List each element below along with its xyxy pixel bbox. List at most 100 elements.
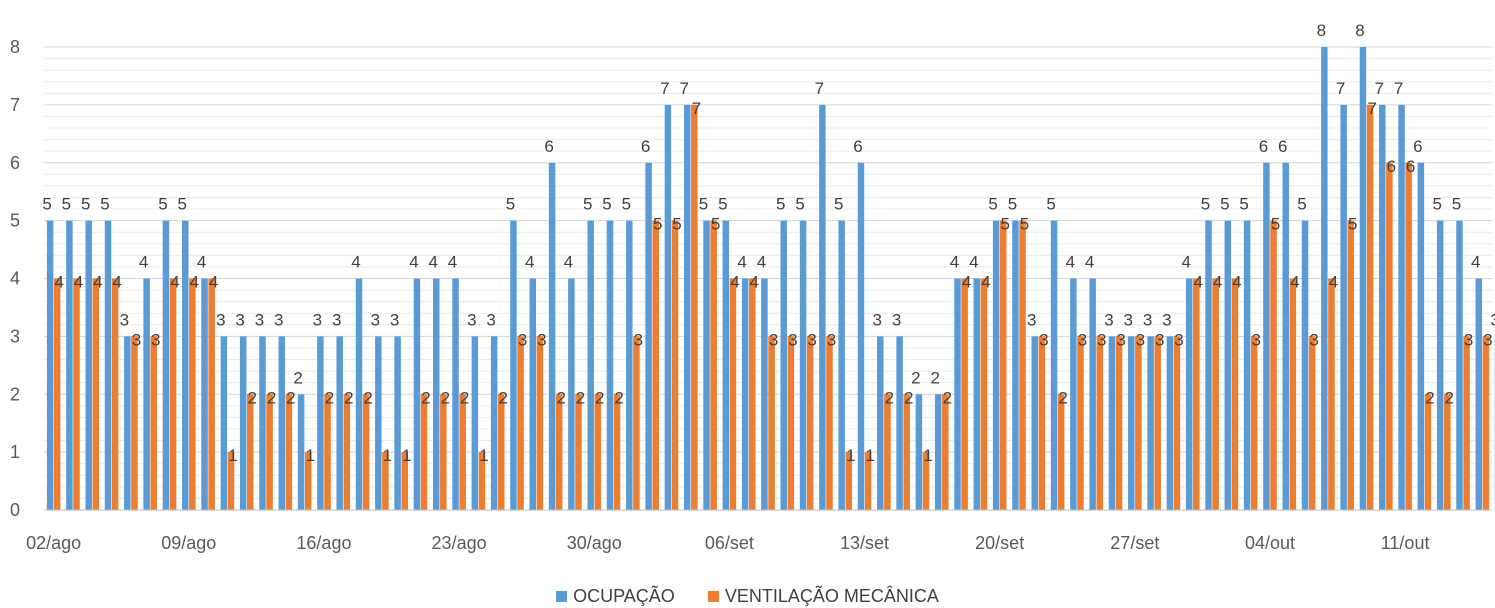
bar-ventilacao xyxy=(266,394,273,510)
bar-ocupacao xyxy=(394,336,401,510)
data-label-ocupacao: 3 xyxy=(120,310,129,329)
data-label-ocupacao: 6 xyxy=(853,137,862,156)
data-label-ventilacao: 4 xyxy=(1290,273,1299,292)
x-tick-label: 27/set xyxy=(1110,533,1159,553)
bar-ocupacao xyxy=(645,162,652,510)
bar-ventilacao xyxy=(1424,394,1432,510)
data-label-ventilacao: 4 xyxy=(1232,273,1241,292)
bar-ventilacao xyxy=(961,278,968,510)
bar-ocupacao xyxy=(1282,162,1289,510)
bar-ventilacao xyxy=(1444,394,1451,510)
bar-ocupacao xyxy=(46,220,54,510)
bar-ocupacao xyxy=(85,220,92,510)
bar-ventilacao xyxy=(999,220,1007,510)
data-label-ocupacao: 5 xyxy=(1297,195,1306,214)
data-label-ventilacao: 2 xyxy=(325,388,334,407)
bar-ventilacao xyxy=(1463,336,1470,510)
data-label-ocupacao: 7 xyxy=(1336,79,1345,98)
data-label-ocupacao: 7 xyxy=(815,79,824,98)
data-label-ventilacao: 4 xyxy=(730,273,739,292)
bar-ventilacao xyxy=(1173,336,1181,510)
data-label-ventilacao: 3 xyxy=(1174,330,1183,349)
data-label-ocupacao: 4 xyxy=(197,253,206,272)
data-label-ventilacao: 3 xyxy=(518,330,527,349)
bar-ocupacao xyxy=(355,278,363,510)
bar-ocupacao xyxy=(1417,162,1425,510)
bar-ocupacao xyxy=(1089,278,1096,510)
data-label-ventilacao: 2 xyxy=(248,388,257,407)
bar-ocupacao xyxy=(857,162,865,510)
data-label-ventilacao: 5 xyxy=(653,215,662,234)
data-label-ventilacao: 5 xyxy=(672,215,681,234)
bar-ocupacao xyxy=(297,394,305,510)
data-label-ocupacao: 8 xyxy=(1355,21,1364,40)
data-label-ocupacao: 3 xyxy=(1124,310,1133,329)
data-label-ventilacao: 3 xyxy=(1039,330,1048,349)
bar-ventilacao xyxy=(691,104,698,510)
data-label-ocupacao: 3 xyxy=(1027,310,1036,329)
bar-ventilacao xyxy=(652,220,659,510)
bar-ocupacao xyxy=(934,394,942,510)
data-label-ocupacao: 3 xyxy=(274,310,283,329)
data-label-ocupacao: 3 xyxy=(1490,310,1495,329)
data-label-ocupacao: 4 xyxy=(950,253,959,272)
bar-ocupacao xyxy=(471,336,479,510)
data-label-ocupacao: 5 xyxy=(42,195,51,214)
data-label-ocupacao: 6 xyxy=(544,137,553,156)
data-label-ocupacao: 3 xyxy=(892,310,901,329)
data-label-ocupacao: 3 xyxy=(1162,310,1171,329)
bar-ocupacao xyxy=(104,220,112,510)
bar-ocupacao xyxy=(1147,336,1154,510)
bar-ocupacao xyxy=(780,220,788,510)
data-label-ocupacao: 4 xyxy=(525,253,534,272)
x-tick-label: 11/out xyxy=(1381,533,1430,553)
data-label-ocupacao: 7 xyxy=(660,79,669,98)
bar-ocupacao xyxy=(587,220,594,510)
data-label-ocupacao: 3 xyxy=(1104,310,1113,329)
bar-ventilacao xyxy=(420,394,428,510)
bar-ventilacao xyxy=(575,394,582,510)
bar-ocupacao xyxy=(664,104,672,510)
bar-ventilacao xyxy=(594,394,602,510)
data-label-ventilacao: 4 xyxy=(750,273,759,292)
bar-ventilacao xyxy=(111,278,119,510)
data-label-ocupacao: 4 xyxy=(757,253,766,272)
data-label-ocupacao: 4 xyxy=(429,253,438,272)
data-label-ventilacao: 6 xyxy=(1387,157,1396,176)
bar-ventilacao xyxy=(633,336,640,510)
data-label-ventilacao: 1 xyxy=(228,446,237,465)
y-tick-label: 3 xyxy=(10,326,20,346)
bar-ocupacao xyxy=(954,278,961,510)
bar-ventilacao xyxy=(1289,278,1297,510)
x-tick-label: 02/ago xyxy=(26,533,81,553)
data-label-ventilacao: 4 xyxy=(981,273,990,292)
data-label-ocupacao: 5 xyxy=(718,195,727,214)
bar-ventilacao xyxy=(768,336,775,510)
bar-ventilacao xyxy=(478,452,486,510)
data-label-ventilacao: 7 xyxy=(1367,99,1376,118)
data-label-ocupacao: 5 xyxy=(795,195,804,214)
bar-ocupacao xyxy=(1301,220,1309,510)
data-label-ventilacao: 3 xyxy=(151,330,160,349)
data-label-ventilacao: 2 xyxy=(421,388,430,407)
bar-ventilacao xyxy=(903,394,910,510)
data-label-ventilacao: 4 xyxy=(54,273,63,292)
y-tick-label: 5 xyxy=(10,211,20,231)
bar-ventilacao xyxy=(285,394,293,510)
bar-ocupacao xyxy=(278,336,286,510)
data-label-ventilacao: 4 xyxy=(1329,273,1338,292)
bar-ocupacao xyxy=(838,220,845,510)
data-label-ventilacao: 7 xyxy=(692,99,701,118)
x-tick-label: 13/set xyxy=(840,533,889,553)
y-tick-label: 8 xyxy=(10,37,20,57)
bar-ventilacao xyxy=(555,394,563,510)
data-label-ocupacao: 2 xyxy=(911,368,920,387)
bar-ventilacao xyxy=(1154,336,1161,510)
data-label-ventilacao: 4 xyxy=(1213,273,1222,292)
data-label-ocupacao: 6 xyxy=(1278,137,1287,156)
data-label-ventilacao: 4 xyxy=(112,273,121,292)
data-label-ocupacao: 3 xyxy=(332,310,341,329)
bar-ocupacao xyxy=(529,278,537,510)
data-label-ventilacao: 4 xyxy=(1194,273,1203,292)
